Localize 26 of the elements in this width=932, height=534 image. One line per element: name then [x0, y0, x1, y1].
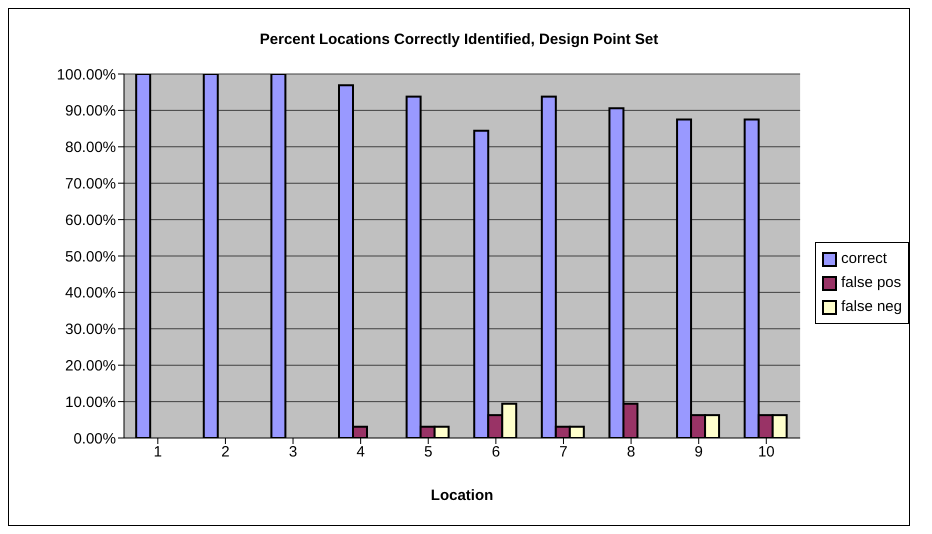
y-tick-label: 40.00%: [65, 284, 116, 302]
y-tick-label: 80.00%: [65, 139, 116, 156]
y-tick-label: 90.00%: [65, 102, 116, 120]
legend-label: false neg: [841, 297, 902, 317]
x-tick-label: 1: [154, 444, 162, 461]
x-tick-label: 5: [424, 444, 432, 461]
legend-label: correct: [841, 249, 887, 269]
x-axis-title: Location: [430, 487, 494, 504]
x-tick-label: 8: [626, 444, 636, 461]
y-tick-label: 100.00%: [56, 66, 116, 84]
x-tick-label: 7: [559, 444, 568, 461]
legend-label: false pos: [841, 273, 902, 293]
x-tick-label: 4: [356, 444, 365, 461]
x-tick-label: 6: [492, 444, 500, 461]
y-tick-label: 10.00%: [65, 394, 116, 411]
y-tick-label: 20.00%: [65, 358, 116, 375]
x-tick-label: 3: [288, 444, 298, 461]
chart-title: Percent Locations Correctly Identified, Design Point Set: [258, 31, 660, 48]
y-tick-label: 50.00%: [65, 248, 116, 266]
y-tick-label: 60.00%: [65, 212, 116, 229]
y-tick-label: 30.00%: [65, 321, 116, 338]
x-tick-label: 9: [694, 444, 703, 461]
x-tick-label: 2: [221, 444, 230, 461]
x-tick-label: 10: [758, 444, 775, 461]
y-tick-label: 0.00%: [73, 430, 116, 448]
y-tick-label: 70.00%: [65, 176, 116, 193]
